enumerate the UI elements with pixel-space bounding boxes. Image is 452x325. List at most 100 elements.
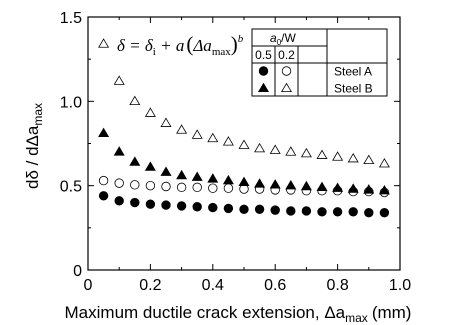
x-axis-label-main: Maximum ductile crack extension, Δa [65, 303, 346, 322]
data-point [239, 204, 249, 214]
eq-mid: + a [156, 36, 184, 55]
data-point [347, 152, 359, 163]
data-point [317, 207, 327, 217]
data-point [114, 196, 124, 206]
data-point [254, 178, 266, 188]
data-point [144, 161, 156, 171]
data-point [145, 199, 156, 209]
data-point [269, 179, 281, 189]
data-point [363, 154, 375, 165]
y-axis-label-main: dδ / dΔa [23, 125, 42, 189]
x-axis-label-sub: max [345, 311, 368, 325]
data-point [160, 117, 172, 127]
data-point [378, 158, 390, 168]
data-point [222, 174, 234, 185]
legend-col-0: 0.5 [255, 48, 272, 62]
data-point [347, 183, 359, 193]
data-point [348, 207, 358, 217]
data-point [114, 178, 124, 188]
data-point [144, 107, 156, 117]
data-point [130, 197, 140, 208]
equation-annotation: δ = δi + a(Δamax)b [117, 32, 244, 58]
data-point [207, 173, 219, 183]
data-point [98, 127, 110, 138]
legend-marker-steel-b-filled [257, 82, 270, 92]
eq-var-sub: max [212, 46, 231, 58]
eq-exp: b [238, 33, 244, 45]
x-tick-label: 1.0 [389, 277, 411, 294]
x-tick-label: 0.2 [139, 277, 161, 294]
data-point [254, 204, 265, 214]
data-points [98, 38, 390, 218]
legend: a0/W 0.5 0.2 Steel A Steel B [251, 28, 388, 97]
data-point [113, 146, 125, 156]
data-point [191, 129, 203, 139]
legend-col-1: 0.2 [278, 48, 295, 62]
data-point [98, 175, 109, 186]
data-point [98, 191, 109, 201]
legend-header-a: a [270, 31, 277, 45]
data-point [285, 146, 297, 156]
data-point [332, 207, 343, 217]
data-point [129, 156, 141, 166]
x-tick-label: 0.6 [264, 277, 286, 294]
data-point [332, 182, 344, 192]
data-point [161, 200, 171, 210]
y-axis-label-sub: max [31, 103, 45, 126]
data-point [222, 136, 234, 146]
data-point [316, 149, 328, 159]
y-tick-label: 0.5 [60, 179, 82, 196]
legend-row-steel-a: Steel A [334, 65, 372, 79]
data-point [316, 181, 328, 192]
data-point [192, 202, 202, 212]
legend-row-steel-b: Steel B [334, 82, 373, 96]
data-point [207, 132, 219, 143]
data-point [238, 176, 250, 186]
data-point [285, 179, 297, 190]
legend-header-rest: /W [281, 31, 296, 45]
data-point [300, 147, 312, 158]
data-point [176, 201, 187, 211]
y-tick-label: 1.0 [60, 94, 82, 111]
data-point [286, 206, 296, 216]
data-point [98, 38, 110, 48]
data-point [129, 95, 141, 106]
x-axis-label: Maximum ductile crack extension, Δamax (m… [65, 303, 412, 325]
y-axis-label: dδ / dΔamax [23, 103, 45, 189]
data-point [363, 184, 375, 194]
data-point [208, 202, 218, 213]
x-tick-label: 0 [84, 277, 93, 294]
data-point [270, 205, 280, 215]
eq-lhs-sub: i [153, 46, 156, 58]
eq-paren-close: ) [231, 32, 238, 56]
x-tick-label: 0.4 [202, 277, 224, 294]
data-point [332, 151, 344, 161]
data-point [113, 75, 125, 85]
data-point [379, 207, 390, 218]
data-point [160, 166, 172, 176]
data-point [145, 180, 156, 191]
data-point [269, 144, 281, 154]
data-point [364, 207, 374, 218]
eq-var: Δa [192, 36, 211, 55]
x-axis-label-unit: (mm) [372, 303, 412, 322]
data-point [223, 183, 234, 193]
data-point [300, 180, 312, 191]
legend-header-sub: 0 [277, 38, 282, 47]
eq-lhs: δ = δ [117, 36, 154, 55]
data-point [176, 169, 188, 180]
data-point [192, 182, 202, 193]
data-point [223, 203, 234, 214]
legend-marker-steel-a-filled [258, 66, 269, 76]
data-point [301, 206, 312, 216]
data-point [239, 184, 249, 194]
legend-marker-steel-b-open [280, 82, 293, 92]
y-tick-label: 1.5 [60, 10, 82, 27]
data-point [161, 181, 171, 192]
x-tick-label: 0.8 [326, 277, 348, 294]
data-point [378, 185, 390, 195]
data-point [208, 183, 218, 193]
eq-paren-open: ( [186, 32, 193, 56]
data-point [176, 124, 188, 134]
